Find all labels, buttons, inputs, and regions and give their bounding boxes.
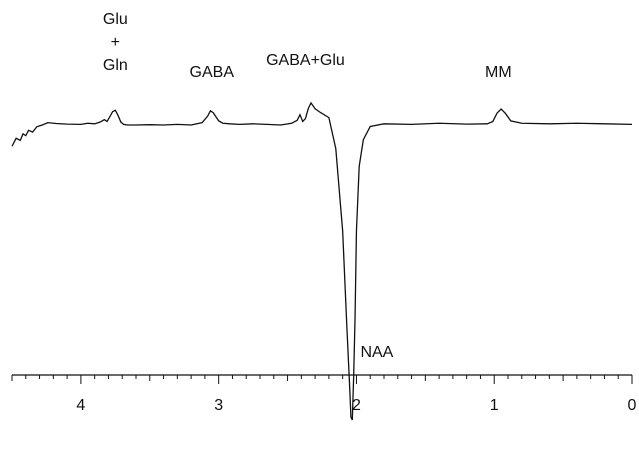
annotation-line: MM (485, 64, 512, 81)
x-tick-label: 4 (76, 397, 85, 414)
x-tick-label: 3 (214, 397, 223, 414)
annotation-naa: NAA (360, 344, 393, 361)
annotation-line: GABA+Glu (266, 52, 345, 69)
x-tick-label: 1 (490, 397, 499, 414)
annotation-line: GABA (190, 64, 235, 81)
annotation-mm: MM (485, 64, 512, 81)
annotation-gaba: GABA (190, 64, 235, 81)
spectrum-line (11, 101, 633, 421)
annotation-line: + (111, 34, 120, 51)
peak-annotations: Glu + Gln GABA GABA+Glu MM NAA (103, 11, 512, 361)
x-tick-label: 2 (352, 397, 361, 414)
x-axis-ticks (11, 375, 633, 384)
annotation-line: NAA (360, 344, 393, 361)
annotation-line: Glu (103, 11, 128, 28)
annotation-gaba-glu: GABA+Glu (266, 52, 345, 69)
x-axis-tick-labels: 4 3 2 1 0 (76, 397, 636, 414)
annotation-glu: Glu + Gln (103, 11, 128, 74)
x-tick-label: 0 (628, 397, 637, 414)
annotation-line: Gln (103, 57, 128, 74)
